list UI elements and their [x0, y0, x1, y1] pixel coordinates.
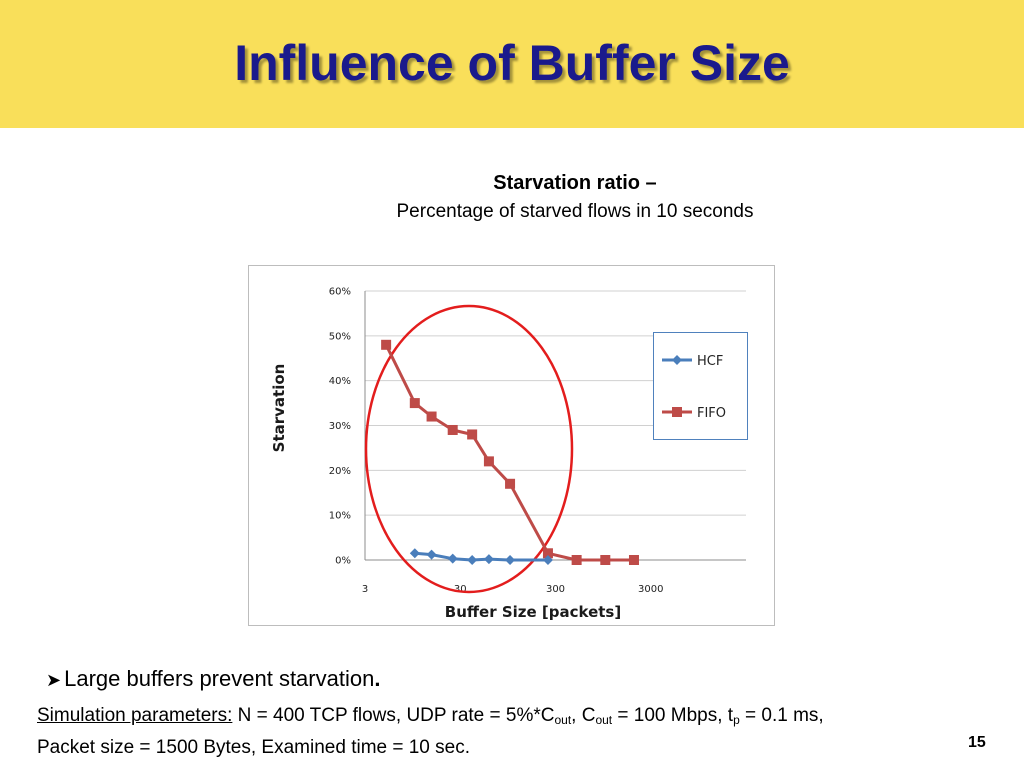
x-axis-ticks: 3 30 300 3000	[362, 584, 664, 595]
params-sub-3: p	[733, 713, 740, 727]
y-tick-label: 20%	[329, 466, 351, 477]
bullet-point: ➤ Large buffers prevent starvation.	[46, 666, 380, 692]
slide-title: Influence of Buffer Size	[234, 35, 790, 91]
title-bar	[0, 0, 1024, 128]
data-point-hcf	[483, 554, 494, 565]
data-point-fifo	[542, 548, 553, 559]
params-text-2: , C	[571, 705, 596, 726]
chart-heading: Starvation ratio –	[493, 172, 657, 194]
data-point-hcf	[542, 555, 553, 565]
legend-fifo-marker	[672, 407, 682, 417]
legend-fifo-label: FIFO	[697, 406, 726, 421]
simulation-parameters: Simulation parameters: N = 400 TCP flows…	[37, 702, 997, 761]
legend: HCF FIFO	[653, 332, 748, 440]
x-tick-label: 30	[454, 584, 467, 595]
y-tick-label: 50%	[329, 331, 351, 342]
params-sub-2: out	[595, 713, 613, 727]
params-label: Simulation parameters:	[37, 705, 233, 726]
legend-hcf-marker	[672, 355, 682, 365]
series-layer	[381, 339, 639, 565]
data-point-hcf	[505, 555, 516, 565]
data-point-hcf	[409, 548, 420, 559]
x-tick-label: 3000	[638, 584, 663, 595]
legend-hcf-label: HCF	[697, 354, 723, 369]
y-tick-label: 30%	[329, 421, 351, 432]
params-line-2: Packet size = 1500 Bytes, Examined time …	[37, 737, 471, 758]
y-tick-label: 60%	[329, 287, 351, 298]
bullet-period: .	[374, 666, 381, 691]
data-point-fifo	[381, 339, 392, 350]
y-tick-label: 0%	[335, 556, 351, 567]
arrow-bullet-icon: ➤	[46, 670, 62, 690]
data-point-fifo	[600, 555, 611, 565]
annotation-ellipse	[364, 304, 574, 594]
data-point-hcf	[467, 555, 478, 565]
data-point-fifo	[628, 555, 639, 565]
data-point-fifo	[467, 429, 478, 440]
x-axis-title: Buffer Size [packets]	[445, 603, 621, 621]
params-text-1: N = 400 TCP flows, UDP rate = 5%*C	[232, 705, 555, 726]
x-tick-label: 3	[362, 584, 368, 595]
data-point-fifo	[505, 478, 516, 489]
chart-subheading: Percentage of starved flows in 10 second…	[396, 201, 754, 222]
data-point-fifo	[483, 456, 494, 467]
data-point-hcf	[426, 549, 437, 560]
page-number: 15	[968, 734, 986, 751]
params-text-4: = 0.1 ms,	[739, 705, 824, 726]
params-sub-1: out	[554, 713, 572, 727]
data-point-fifo	[571, 555, 582, 565]
y-tick-label: 10%	[329, 511, 351, 522]
params-text-3: = 100 Mbps, t	[612, 705, 734, 726]
y-axis-title: Starvation	[270, 364, 288, 453]
data-point-hcf	[447, 553, 458, 564]
bullet-text: Large buffers prevent starvation	[64, 666, 375, 691]
chart-frame	[248, 265, 775, 626]
legend-box	[653, 332, 748, 440]
data-point-fifo	[409, 398, 420, 409]
data-point-fifo	[447, 424, 458, 435]
starvation-chart: 0% 10% 20% 30% 40% 50% 60% 3 30 300 3000 Buffer S…	[248, 265, 775, 626]
data-point-fifo	[426, 411, 437, 422]
y-axis-ticks: 0% 10% 20% 30% 40% 50% 60%	[329, 287, 351, 567]
y-tick-label: 40%	[329, 376, 351, 387]
x-tick-label: 300	[546, 584, 565, 595]
